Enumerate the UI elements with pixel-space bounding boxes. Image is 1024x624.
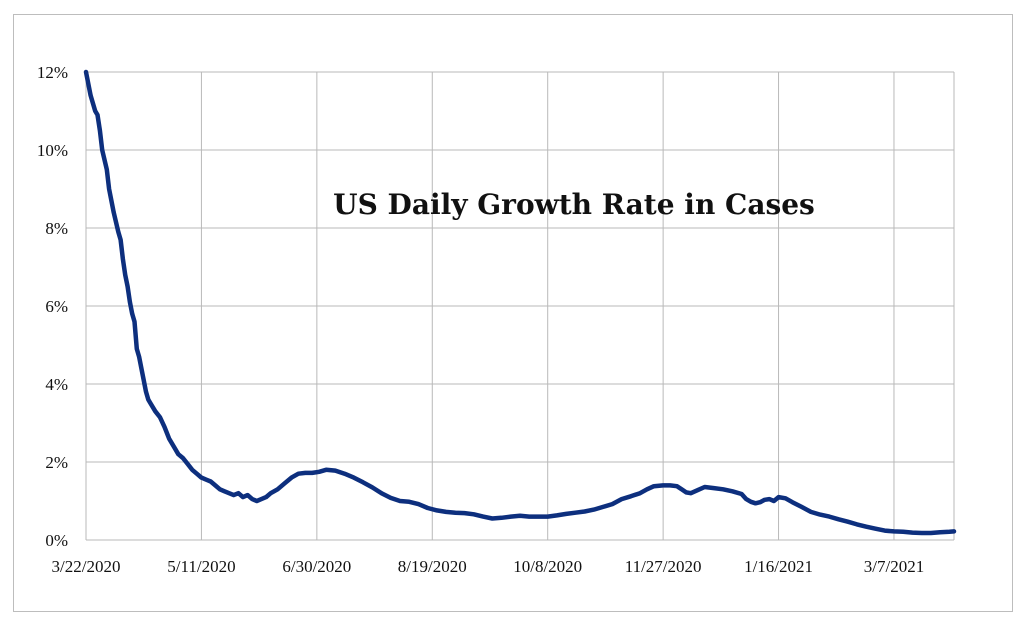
- series-line-us-daily-growth-rate: [83, 69, 957, 536]
- chart-title: US Daily Growth Rate in Cases: [333, 188, 815, 221]
- x-tick-label: 3/7/2021: [864, 557, 924, 576]
- chart-frame: [13, 14, 1013, 612]
- y-tick-label: 0%: [45, 531, 68, 550]
- y-axis-tick-labels: 0% 2% 4% 6% 8% 10% 12%: [37, 63, 68, 550]
- x-tick-label: 6/30/2020: [282, 557, 351, 576]
- y-tick-label: 12%: [37, 63, 68, 82]
- y-tick-label: 6%: [45, 297, 68, 316]
- gridlines: [85, 71, 955, 541]
- x-tick-label: 3/22/2020: [52, 557, 121, 576]
- x-tick-label: 10/8/2020: [513, 557, 582, 576]
- x-tick-label: 8/19/2020: [398, 557, 467, 576]
- y-tick-label: 10%: [37, 141, 68, 160]
- x-tick-label: 5/11/2020: [167, 557, 235, 576]
- y-tick-label: 8%: [45, 219, 68, 238]
- x-tick-label: 1/16/2021: [744, 557, 813, 576]
- x-tick-label: 11/27/2020: [625, 557, 702, 576]
- y-tick-label: 4%: [45, 375, 68, 394]
- y-tick-label: 2%: [45, 453, 68, 472]
- x-axis-tick-labels: 3/22/2020 5/11/2020 6/30/2020 8/19/2020 10/8…: [52, 557, 925, 576]
- series-layer: [83, 69, 957, 536]
